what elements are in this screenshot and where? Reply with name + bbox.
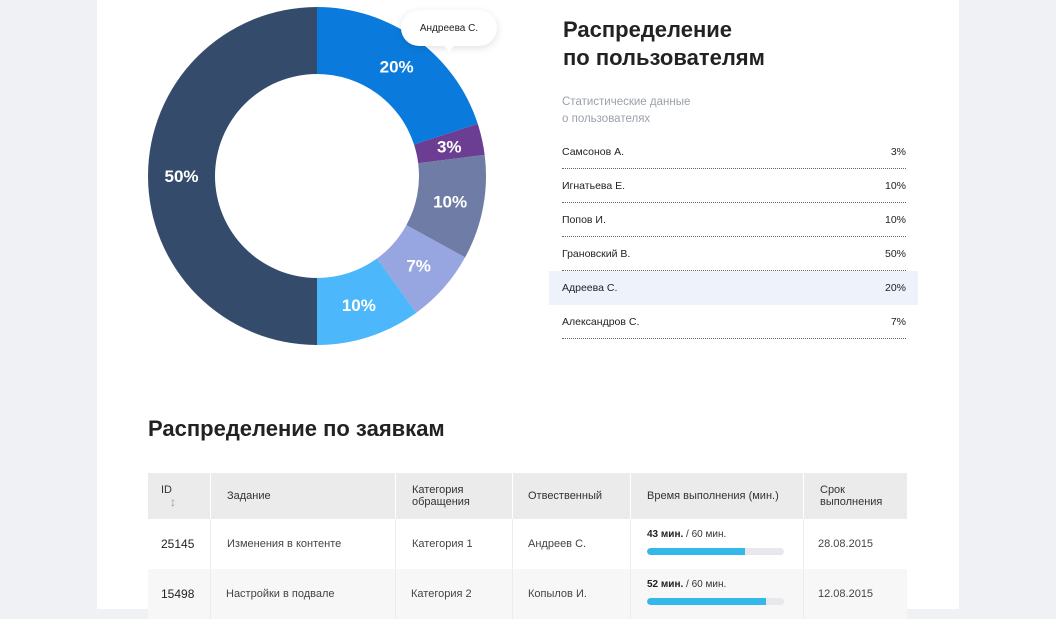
column-divider (210, 473, 211, 519)
user-stats-list: Самсонов А. 3% Игнатьева Е. 10% Попов И.… (549, 135, 918, 339)
cell-id: 25145 (161, 537, 195, 551)
header-id-label: ID (161, 483, 172, 496)
column-divider (512, 519, 513, 569)
user-name: Грановский В. (562, 248, 631, 260)
column-divider (512, 569, 513, 619)
column-divider (395, 569, 396, 619)
time-progress-fill (647, 598, 766, 605)
header-task-label: Задание (227, 489, 271, 502)
header-category: Категория обращения (412, 473, 470, 519)
users-panel-title-line2: по пользователям (563, 45, 765, 70)
user-percent: 3% (890, 146, 906, 158)
user-row-highlighted[interactable]: Адреева С. 20% (549, 271, 918, 305)
header-deadline: Срок выполнения (820, 473, 882, 519)
user-row[interactable]: Грановский В. 50% (549, 237, 918, 271)
table-row[interactable]: 25145 Изменения в контенте Категория 1 А… (148, 519, 907, 569)
user-row[interactable]: Александров С. 7% (549, 305, 918, 339)
time-progress-bar (647, 548, 784, 555)
header-responsible-label: Отвественный (528, 489, 603, 502)
donut-slice[interactable] (406, 154, 486, 258)
user-percent: 7% (890, 316, 906, 328)
header-deadline-line1: Срок (820, 483, 845, 496)
donut-slice-label: 3% (437, 137, 462, 156)
table-header: ID ↕ Задание Категория обращения Отвестве… (148, 473, 907, 519)
header-responsible: Отвественный (528, 473, 602, 519)
user-percent: 20% (884, 282, 906, 294)
donut-slice[interactable] (376, 225, 466, 313)
header-category-line1: Категория (412, 483, 464, 496)
header-deadline-line2: выполнения (820, 496, 883, 508)
donut-chart-svg: 20% 3% 10% 7% 10% 50% (148, 7, 486, 345)
user-distribution-chart: 20% 3% 10% 7% 10% 50% Андреева С. (148, 0, 497, 350)
user-name: Попов И. (562, 214, 606, 226)
users-panel-subtitle-line2: о пользователях (562, 112, 651, 125)
donut-slice[interactable] (148, 7, 317, 345)
time-done: 52 мин. (647, 579, 684, 590)
cell-task: Изменения в контенте (227, 538, 342, 550)
donut-slice-label: 7% (406, 257, 431, 276)
header-task: Задание (227, 473, 271, 519)
donut-slice-label: 10% (433, 192, 467, 211)
cell-deadline: 28.08.2015 (818, 538, 874, 550)
user-name: Игнатьева Е. (562, 180, 626, 192)
table-row[interactable]: 15498 Настройки в подвале Категория 2 Ко… (148, 569, 907, 619)
column-divider (630, 519, 631, 569)
header-time: Время выполнения (мин.) (647, 473, 779, 519)
header-time-label: Время выполнения (мин.) (647, 489, 779, 502)
user-name: Адреева С. (562, 282, 618, 294)
donut-slice[interactable] (317, 258, 417, 345)
cell-responsible: Андреев С. (528, 538, 587, 550)
requests-title: Распределение по заявкам (148, 416, 445, 441)
users-panel-subtitle: Статистические данные о пользователях (562, 94, 762, 127)
column-divider (210, 519, 211, 569)
donut-slice-label: 50% (164, 167, 198, 186)
donut-slice[interactable] (414, 123, 485, 164)
cell-id: 15498 (161, 587, 195, 601)
time-total: / 60 мин. (686, 579, 727, 590)
donut-slice-label: 20% (380, 57, 414, 76)
cell-category: Категория 1 (412, 538, 473, 550)
column-divider (630, 473, 631, 519)
column-divider (395, 519, 396, 569)
sort-icon[interactable]: ↕ (170, 495, 176, 509)
time-progress-bar (647, 598, 784, 605)
user-row[interactable]: Игнатьева Е. 10% (549, 169, 918, 203)
cell-category: Категория 2 (411, 588, 472, 600)
column-divider (210, 569, 211, 619)
column-divider (803, 519, 804, 569)
users-panel-title-line1: Распределение (563, 17, 732, 42)
user-percent: 10% (884, 180, 906, 192)
time-done: 43 мин. (647, 529, 684, 540)
cell-time: 43 мин. / 60 мин. (647, 529, 726, 540)
column-divider (630, 569, 631, 619)
column-divider (803, 473, 804, 519)
column-divider (803, 569, 804, 619)
user-row[interactable]: Попов И. 10% (549, 203, 918, 237)
user-name: Александров С. (562, 316, 640, 328)
column-divider (512, 473, 513, 519)
column-divider (395, 473, 396, 519)
time-progress-fill (647, 548, 746, 555)
user-percent: 10% (884, 214, 906, 226)
chart-tooltip-arrow (444, 46, 454, 52)
header-id[interactable]: ID ↕ (161, 473, 176, 519)
cell-task: Настройки в подвале (226, 588, 335, 600)
requests-table: ID ↕ Задание Категория обращения Отвестве… (148, 473, 907, 619)
cell-time: 52 мин. / 60 мин. (647, 579, 726, 590)
header-category-line2: обращения (412, 496, 470, 508)
user-row[interactable]: Самсонов А. 3% (549, 135, 918, 169)
user-name: Самсонов А. (562, 146, 625, 158)
time-total: / 60 мин. (686, 529, 727, 540)
user-percent: 50% (884, 248, 906, 260)
cell-deadline: 12.08.2015 (818, 588, 874, 600)
cell-responsible: Копылов И. (528, 588, 587, 600)
content-card: 20% 3% 10% 7% 10% 50% Андреева С. Распределен… (97, 0, 959, 619)
donut-slice[interactable] (317, 7, 478, 145)
donut-slice-label: 10% (342, 296, 376, 315)
chart-tooltip: Андреева С. (401, 10, 497, 46)
users-panel-subtitle-line1: Статистические данные (562, 96, 691, 108)
users-panel-title: Распределение по пользователям (563, 16, 883, 72)
